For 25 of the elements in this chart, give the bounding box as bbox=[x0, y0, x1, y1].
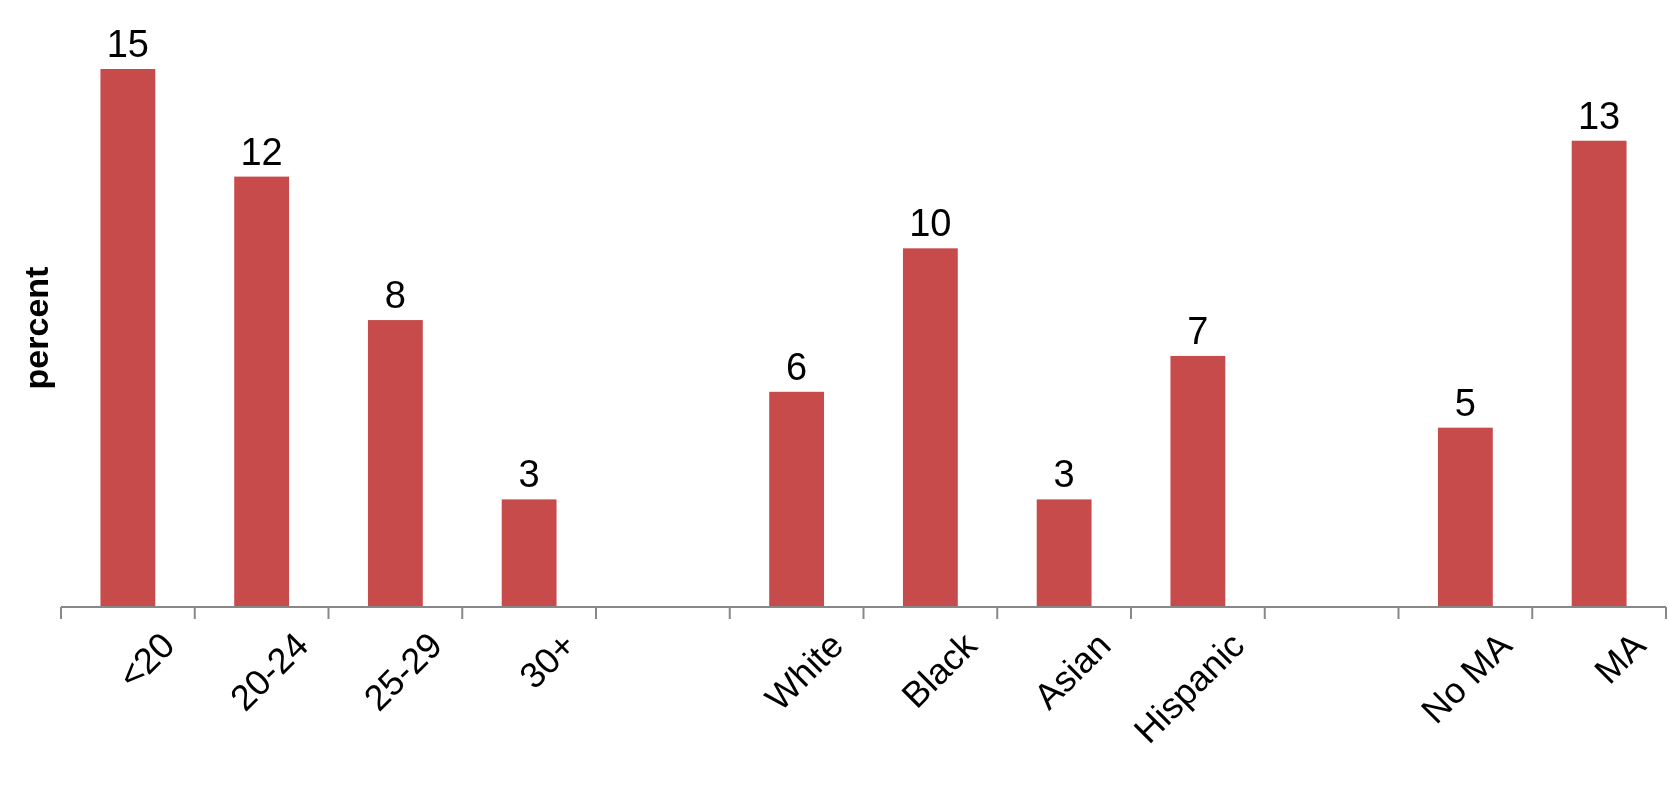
bar bbox=[1437, 427, 1493, 607]
bar bbox=[234, 176, 290, 607]
data-label: 13 bbox=[1577, 94, 1621, 137]
data-label: 12 bbox=[240, 130, 283, 173]
x-tick-label: No MA bbox=[1412, 624, 1520, 732]
bar bbox=[769, 391, 825, 607]
x-tick-label: <20 bbox=[110, 624, 183, 697]
data-label: 5 bbox=[1454, 381, 1476, 424]
bar bbox=[100, 69, 156, 607]
x-tick-label: 30+ bbox=[511, 624, 584, 697]
data-label: 6 bbox=[786, 345, 808, 388]
data-label: 8 bbox=[384, 274, 406, 317]
data-label: 3 bbox=[518, 453, 540, 496]
data-label: 15 bbox=[106, 23, 150, 65]
bar bbox=[367, 320, 423, 607]
bar bbox=[1170, 355, 1226, 607]
bar bbox=[1571, 140, 1627, 607]
data-label: 10 bbox=[909, 202, 952, 245]
bar bbox=[501, 499, 557, 607]
bar bbox=[902, 248, 958, 607]
y-axis-title: percent bbox=[17, 266, 55, 390]
data-label: 3 bbox=[1053, 453, 1075, 496]
x-tick-label: MA bbox=[1586, 624, 1654, 692]
data-label: 7 bbox=[1187, 309, 1209, 352]
bar bbox=[1036, 499, 1092, 607]
